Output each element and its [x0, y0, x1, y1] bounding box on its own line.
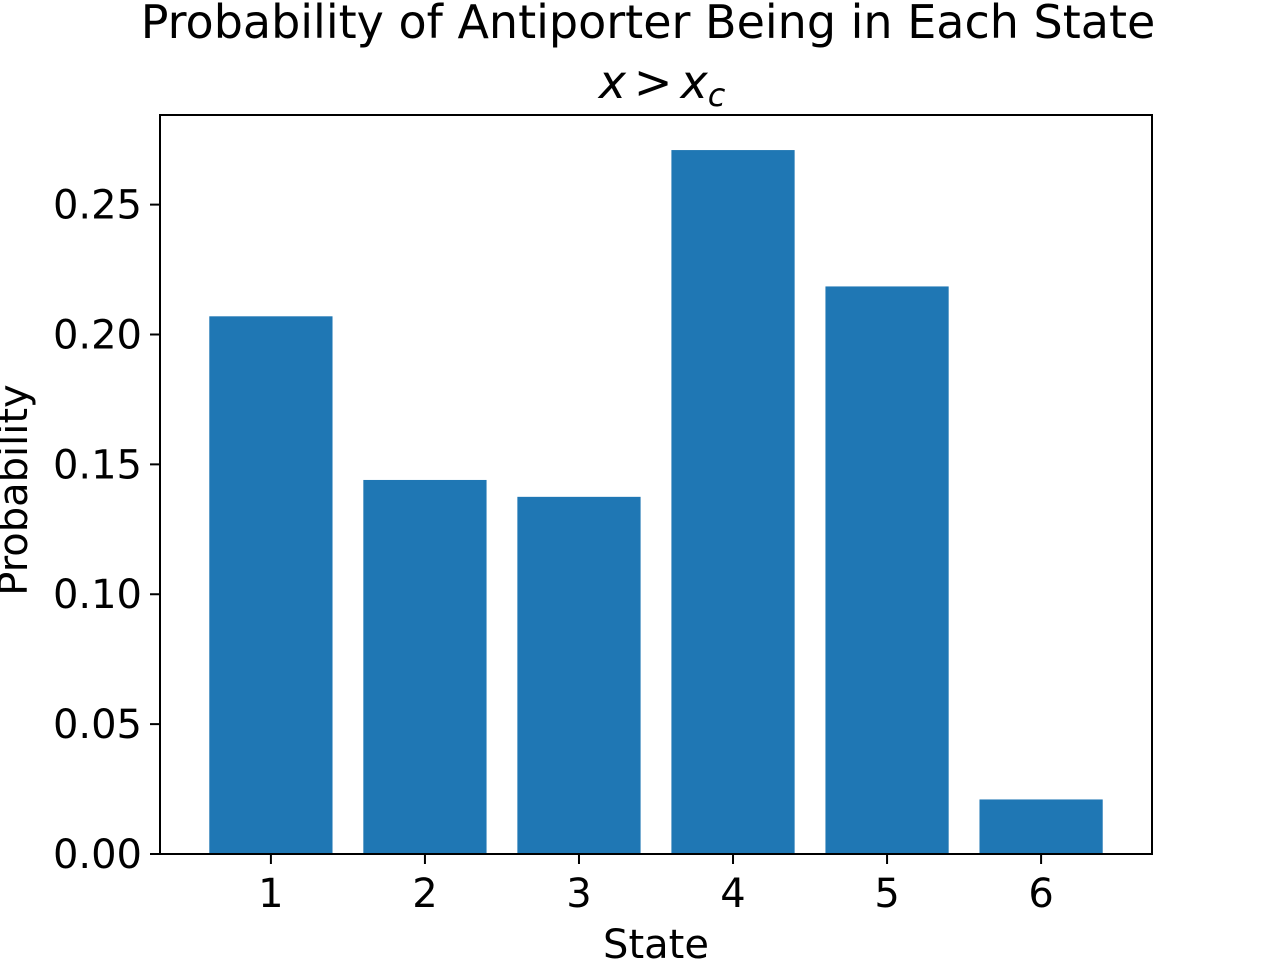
- bar-state-6: [979, 799, 1103, 854]
- chart-title: Probability of Antiporter Being in Each …: [141, 0, 1156, 49]
- subtitle-rhs-subscript: c: [708, 76, 726, 114]
- bar-state-5: [825, 286, 949, 854]
- x-tick-label: 5: [874, 871, 899, 917]
- bars-group: [209, 150, 1103, 855]
- y-tick-label: 0.20: [53, 312, 142, 358]
- y-tick-label: 0.00: [53, 832, 142, 878]
- bar-state-2: [363, 479, 487, 854]
- y-axis-label: Probability: [0, 384, 37, 595]
- plot-frame: [159, 114, 1153, 855]
- y-tick-label: 0.10: [53, 572, 142, 618]
- x-axis-label: State: [603, 922, 709, 960]
- y-tick-label: 0.25: [53, 183, 142, 229]
- bar-state-3: [517, 496, 641, 854]
- x-tick-label: 3: [566, 871, 591, 917]
- subtitle-lhs: x: [597, 55, 627, 109]
- y-tick-label: 0.15: [53, 442, 142, 488]
- chart-subtitle: x > xc: [597, 55, 726, 114]
- x-axis-ticks: 1 2 3 4 5 6: [258, 854, 1054, 917]
- x-tick-label: 2: [412, 871, 437, 917]
- x-tick-label: 4: [720, 871, 745, 917]
- subtitle-operator: >: [634, 55, 673, 109]
- x-tick-label: 1: [258, 871, 283, 917]
- subtitle-rhs: x: [678, 55, 708, 109]
- x-tick-label: 6: [1028, 871, 1053, 917]
- y-tick-label: 0.05: [53, 702, 142, 748]
- y-axis-ticks: 0.00 0.05 0.10 0.15 0.20 0.25: [53, 183, 160, 878]
- bar-state-1: [209, 316, 333, 854]
- bar-state-4: [671, 150, 795, 855]
